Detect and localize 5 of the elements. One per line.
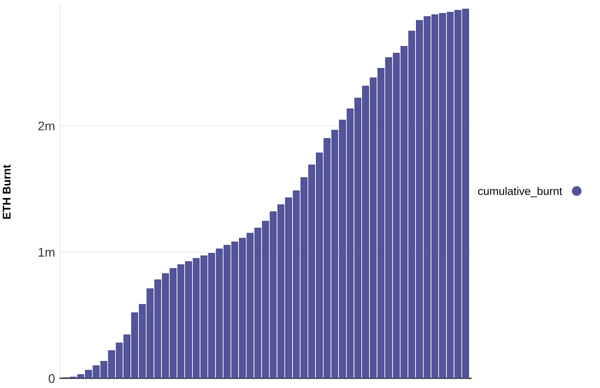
legend-label: cumulative_burnt [478, 186, 562, 198]
y-axis-title: ETH Burnt [2, 164, 11, 219]
y-tick-label: 1m [38, 248, 54, 257]
y-tick-label: 0 [48, 374, 55, 383]
y-tick-label: 2m [38, 122, 54, 130]
